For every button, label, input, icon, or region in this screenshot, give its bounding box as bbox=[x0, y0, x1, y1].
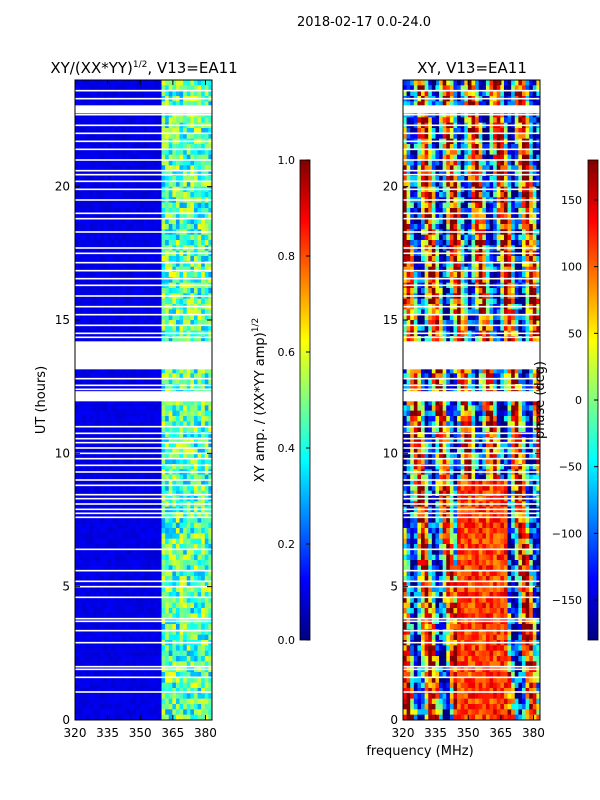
colorbar-phase-ticks: 150 100 50 0 −50 −100 −150 bbox=[552, 194, 598, 607]
colorbar-tick-label: 0.4 bbox=[278, 442, 296, 455]
x-tick-label: 320 bbox=[64, 726, 87, 740]
shared-xlabel: frequency (MHz) bbox=[366, 744, 473, 759]
axis-ticks-phase: 320 335 350 365 380 0 5 10 15 20 bbox=[383, 80, 545, 740]
colorbar-tick-label: 1.0 bbox=[278, 154, 296, 167]
x-tick-label: 350 bbox=[457, 726, 480, 740]
colorbar-tick-label: 0.0 bbox=[278, 634, 296, 647]
heatmap-amplitude bbox=[75, 80, 213, 721]
colorbar-amplitude-ticks: 0.0 0.2 0.4 0.6 0.8 1.0 bbox=[278, 154, 310, 647]
colorbar-phase-label: phase (deg) bbox=[533, 361, 548, 439]
x-tick-label: 365 bbox=[161, 726, 184, 740]
y-tick-label: 20 bbox=[55, 180, 70, 194]
axis-ticks-amplitude: 320 335 350 365 380 0 5 10 15 20 bbox=[55, 80, 217, 740]
axes-frame-amplitude bbox=[74, 79, 213, 721]
heatmap-phase bbox=[403, 80, 541, 721]
x-tick-label: 350 bbox=[129, 726, 152, 740]
colorbar-tick-label: 0.6 bbox=[278, 346, 296, 359]
y-tick-label: 15 bbox=[383, 313, 398, 327]
colorbar-tick-label: −100 bbox=[552, 527, 582, 540]
y-tick-label: 15 bbox=[55, 313, 70, 327]
colorbar-tick-label: 50 bbox=[568, 327, 582, 340]
y-tick-label: 5 bbox=[62, 580, 70, 594]
colorbar-amplitude-label: XY amp. / (XX*YY amp)1/2 bbox=[251, 318, 268, 482]
y-tick-label: 0 bbox=[390, 713, 398, 727]
y-tick-label: 10 bbox=[383, 446, 398, 460]
x-tick-label: 335 bbox=[96, 726, 119, 740]
x-tick-label: 380 bbox=[522, 726, 545, 740]
y-tick-label: 20 bbox=[383, 180, 398, 194]
axes-frame-phase bbox=[402, 79, 541, 721]
colorbar-tick-label: 100 bbox=[561, 261, 582, 274]
colorbar-tick-label: 0 bbox=[575, 394, 582, 407]
ylabel-amplitude: UT (hours) bbox=[34, 366, 49, 434]
title-amplitude: XY/(XX*YY)1/2, V13=EA11 bbox=[50, 59, 237, 77]
colorbar-amplitude-bar bbox=[299, 159, 311, 641]
figure-suptitle: 2018-02-17 0.0-24.0 bbox=[297, 15, 431, 30]
title-phase: XY, V13=EA11 bbox=[417, 59, 527, 77]
colorbar-tick-label: 0.2 bbox=[278, 538, 296, 551]
y-tick-label: 10 bbox=[55, 446, 70, 460]
colorbar-phase: 150 100 50 0 −50 −100 −150 phase (deg) bbox=[533, 159, 599, 641]
panel-phase: XY, V13=EA11 320 335 350 365 380 0 5 10 15 20 bbox=[383, 59, 545, 740]
x-tick-label: 320 bbox=[392, 726, 415, 740]
colorbar-tick-label: 150 bbox=[561, 194, 582, 207]
x-tick-label: 335 bbox=[424, 726, 447, 740]
x-tick-label: 365 bbox=[489, 726, 512, 740]
x-tick-label: 380 bbox=[194, 726, 217, 740]
colorbar-tick-label: 0.8 bbox=[278, 250, 296, 263]
colorbar-tick-label: −150 bbox=[552, 594, 582, 607]
y-tick-label: 5 bbox=[390, 580, 398, 594]
panel-amplitude: XY/(XX*YY)1/2, V13=EA11 UT (hours) 320 33… bbox=[34, 59, 238, 740]
y-tick-label: 0 bbox=[62, 713, 70, 727]
colorbar-tick-label: −50 bbox=[559, 461, 582, 474]
colorbar-amplitude: 0.0 0.2 0.4 0.6 0.8 1.0 XY amp. / (XX*YY amp)… bbox=[251, 154, 311, 647]
